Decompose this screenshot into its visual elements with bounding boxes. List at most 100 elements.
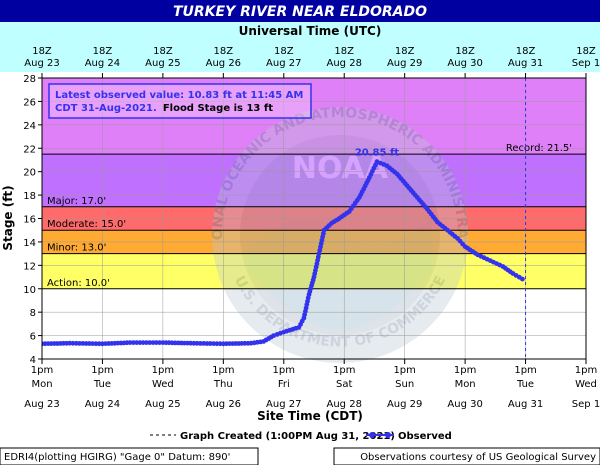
legend: Graph Created (1:00PM Aug 31, 2021) Obse… <box>150 431 452 442</box>
bottom-tick-time: 1pm <box>152 365 174 376</box>
watermark-wave <box>248 218 432 330</box>
y-tick-label: 18 <box>23 191 36 202</box>
observed-marker <box>157 340 163 345</box>
header-panel <box>0 20 600 72</box>
top-tick-date: Aug 23 <box>24 58 59 69</box>
chart-title: TURKEY RIVER NEAR ELDORADO <box>173 4 427 20</box>
y-tick-label: 14 <box>23 238 36 249</box>
legend-observed-marker <box>385 432 391 438</box>
top-tick-hour: 18Z <box>576 46 596 57</box>
band-normal <box>42 288 586 359</box>
top-tick-hour: 18Z <box>395 46 415 57</box>
top-axis-label: Universal Time (UTC) <box>239 24 382 38</box>
bottom-tick-date: Aug 23 <box>24 399 59 410</box>
bottom-tick-time: 1pm <box>393 365 415 376</box>
bottom-tick-day: Mon <box>455 379 476 390</box>
bottom-tick-time: 1pm <box>212 365 234 376</box>
bottom-tick-day: Tue <box>516 379 534 390</box>
bottom-tick-day: Mon <box>31 379 52 390</box>
top-tick-date: Aug 26 <box>206 58 241 69</box>
y-tick-label: 8 <box>30 308 36 319</box>
bottom-tick-time: 1pm <box>454 365 476 376</box>
bottom-tick-day: Tue <box>93 379 111 390</box>
info-line2-date: CDT 31-Aug-2021. <box>55 103 157 114</box>
grid-lines <box>41 77 587 360</box>
footer-datum: EDRI4(plotting HGIRG) "Gage 0" Datum: 89… <box>4 452 230 463</box>
footer-courtesy: Observations courtesy of US Geological S… <box>360 452 596 463</box>
y-tick-label: 26 <box>23 97 36 108</box>
y-tick-label: 20 <box>23 168 36 179</box>
bottom-tick-date: Aug 24 <box>85 399 120 410</box>
observed-marker <box>134 340 140 345</box>
legend-observed-marker <box>369 432 375 438</box>
legend-observed-label: Observed <box>398 431 452 442</box>
threshold-label-minor: Minor: 13.0' <box>47 243 106 254</box>
bottom-tick-date: Sep 1 <box>572 399 600 410</box>
observed-marker <box>131 340 136 345</box>
top-tick-date: Aug 27 <box>266 58 301 69</box>
y-tick-label: 12 <box>23 261 36 272</box>
threshold-label-action: Action: 10.0' <box>47 278 110 289</box>
legend-created-label: Graph Created (1:00PM Aug 31, 2021) <box>180 431 395 442</box>
observed-marker <box>77 341 82 346</box>
bottom-tick-time: 1pm <box>514 365 536 376</box>
info-box-frame <box>48 83 312 119</box>
band-major <box>42 154 586 207</box>
observed-series <box>42 159 525 347</box>
bottom-tick-day: Thu <box>213 379 233 390</box>
bottom-tick-date: Aug 29 <box>387 399 422 410</box>
footer-left-box <box>0 447 259 465</box>
bottom-tick-time: 1pm <box>575 365 597 376</box>
watermark-inner-disc <box>240 135 440 335</box>
bottom-tick-date: Aug 31 <box>508 399 543 410</box>
bottom-tick-date: Aug 26 <box>206 399 241 410</box>
bottom-tick-day: Fri <box>278 379 290 390</box>
observed-marker <box>214 341 220 347</box>
y-axis-ticks: 4 6 8 10 12 14 16 18 20 22 24 26 28 <box>23 74 42 366</box>
bottom-tick-day: Sun <box>395 379 414 390</box>
top-tick-date: Aug 30 <box>447 58 482 69</box>
bottom-tick-date: Aug 25 <box>145 399 180 410</box>
y-axis-label: Stage (ft) <box>1 185 15 250</box>
bottom-tick-date: Aug 30 <box>447 399 482 410</box>
watermark-disc <box>212 107 468 363</box>
top-tick-hour: 18Z <box>214 46 234 57</box>
x-axis-label: Site Time (CDT) <box>257 409 363 423</box>
bottom-tick-time: 1pm <box>273 365 295 376</box>
y-tick-label: 10 <box>23 285 36 296</box>
info-line1: Latest observed value: 10.83 ft at 11:45… <box>55 90 303 101</box>
y-tick-label: 4 <box>30 355 36 366</box>
title-bar <box>0 0 600 22</box>
info-box: Latest observed value: 10.83 ft at 11:45… <box>48 83 312 119</box>
bottom-tick-day: Wed <box>152 379 174 390</box>
observed-marker <box>144 340 149 345</box>
bottom-tick-day: Wed <box>575 379 597 390</box>
observed-marker <box>198 341 203 346</box>
y-tick-label: 28 <box>23 74 36 85</box>
top-tick-date: Sep 1 <box>572 58 600 69</box>
y-tick-label: 24 <box>23 121 36 132</box>
bottom-tick-time: 1pm <box>333 365 355 376</box>
top-tick-date: Aug 29 <box>387 58 422 69</box>
top-tick-hour: 18Z <box>274 46 294 57</box>
band-record <box>42 78 586 155</box>
top-tick-date: Aug 24 <box>85 58 120 69</box>
footer-right-box <box>333 447 600 465</box>
threshold-label-major: Major: 17.0' <box>47 196 106 207</box>
top-tick-date: Aug 28 <box>327 58 362 69</box>
observed-marker <box>70 340 76 346</box>
bottom-tick-time: 1pm <box>31 365 53 376</box>
top-tick-hour: 18Z <box>334 46 354 57</box>
y-tick-label: 6 <box>30 332 36 343</box>
y-tick-label: 16 <box>23 215 36 226</box>
observed-marker <box>153 340 159 345</box>
bottom-tick-day: Sat <box>336 379 352 390</box>
top-tick-hour: 18Z <box>153 46 173 57</box>
bottom-tick-date: Aug 27 <box>266 399 301 410</box>
top-tick-hour: 18Z <box>93 46 113 57</box>
bottom-axis-ticks: 1pm Mon Aug 23 1pm Tue Aug 24 1pm Wed Aug 25 1pm T… <box>24 359 600 410</box>
observed-marker <box>127 340 133 345</box>
observed-marker <box>93 341 99 347</box>
